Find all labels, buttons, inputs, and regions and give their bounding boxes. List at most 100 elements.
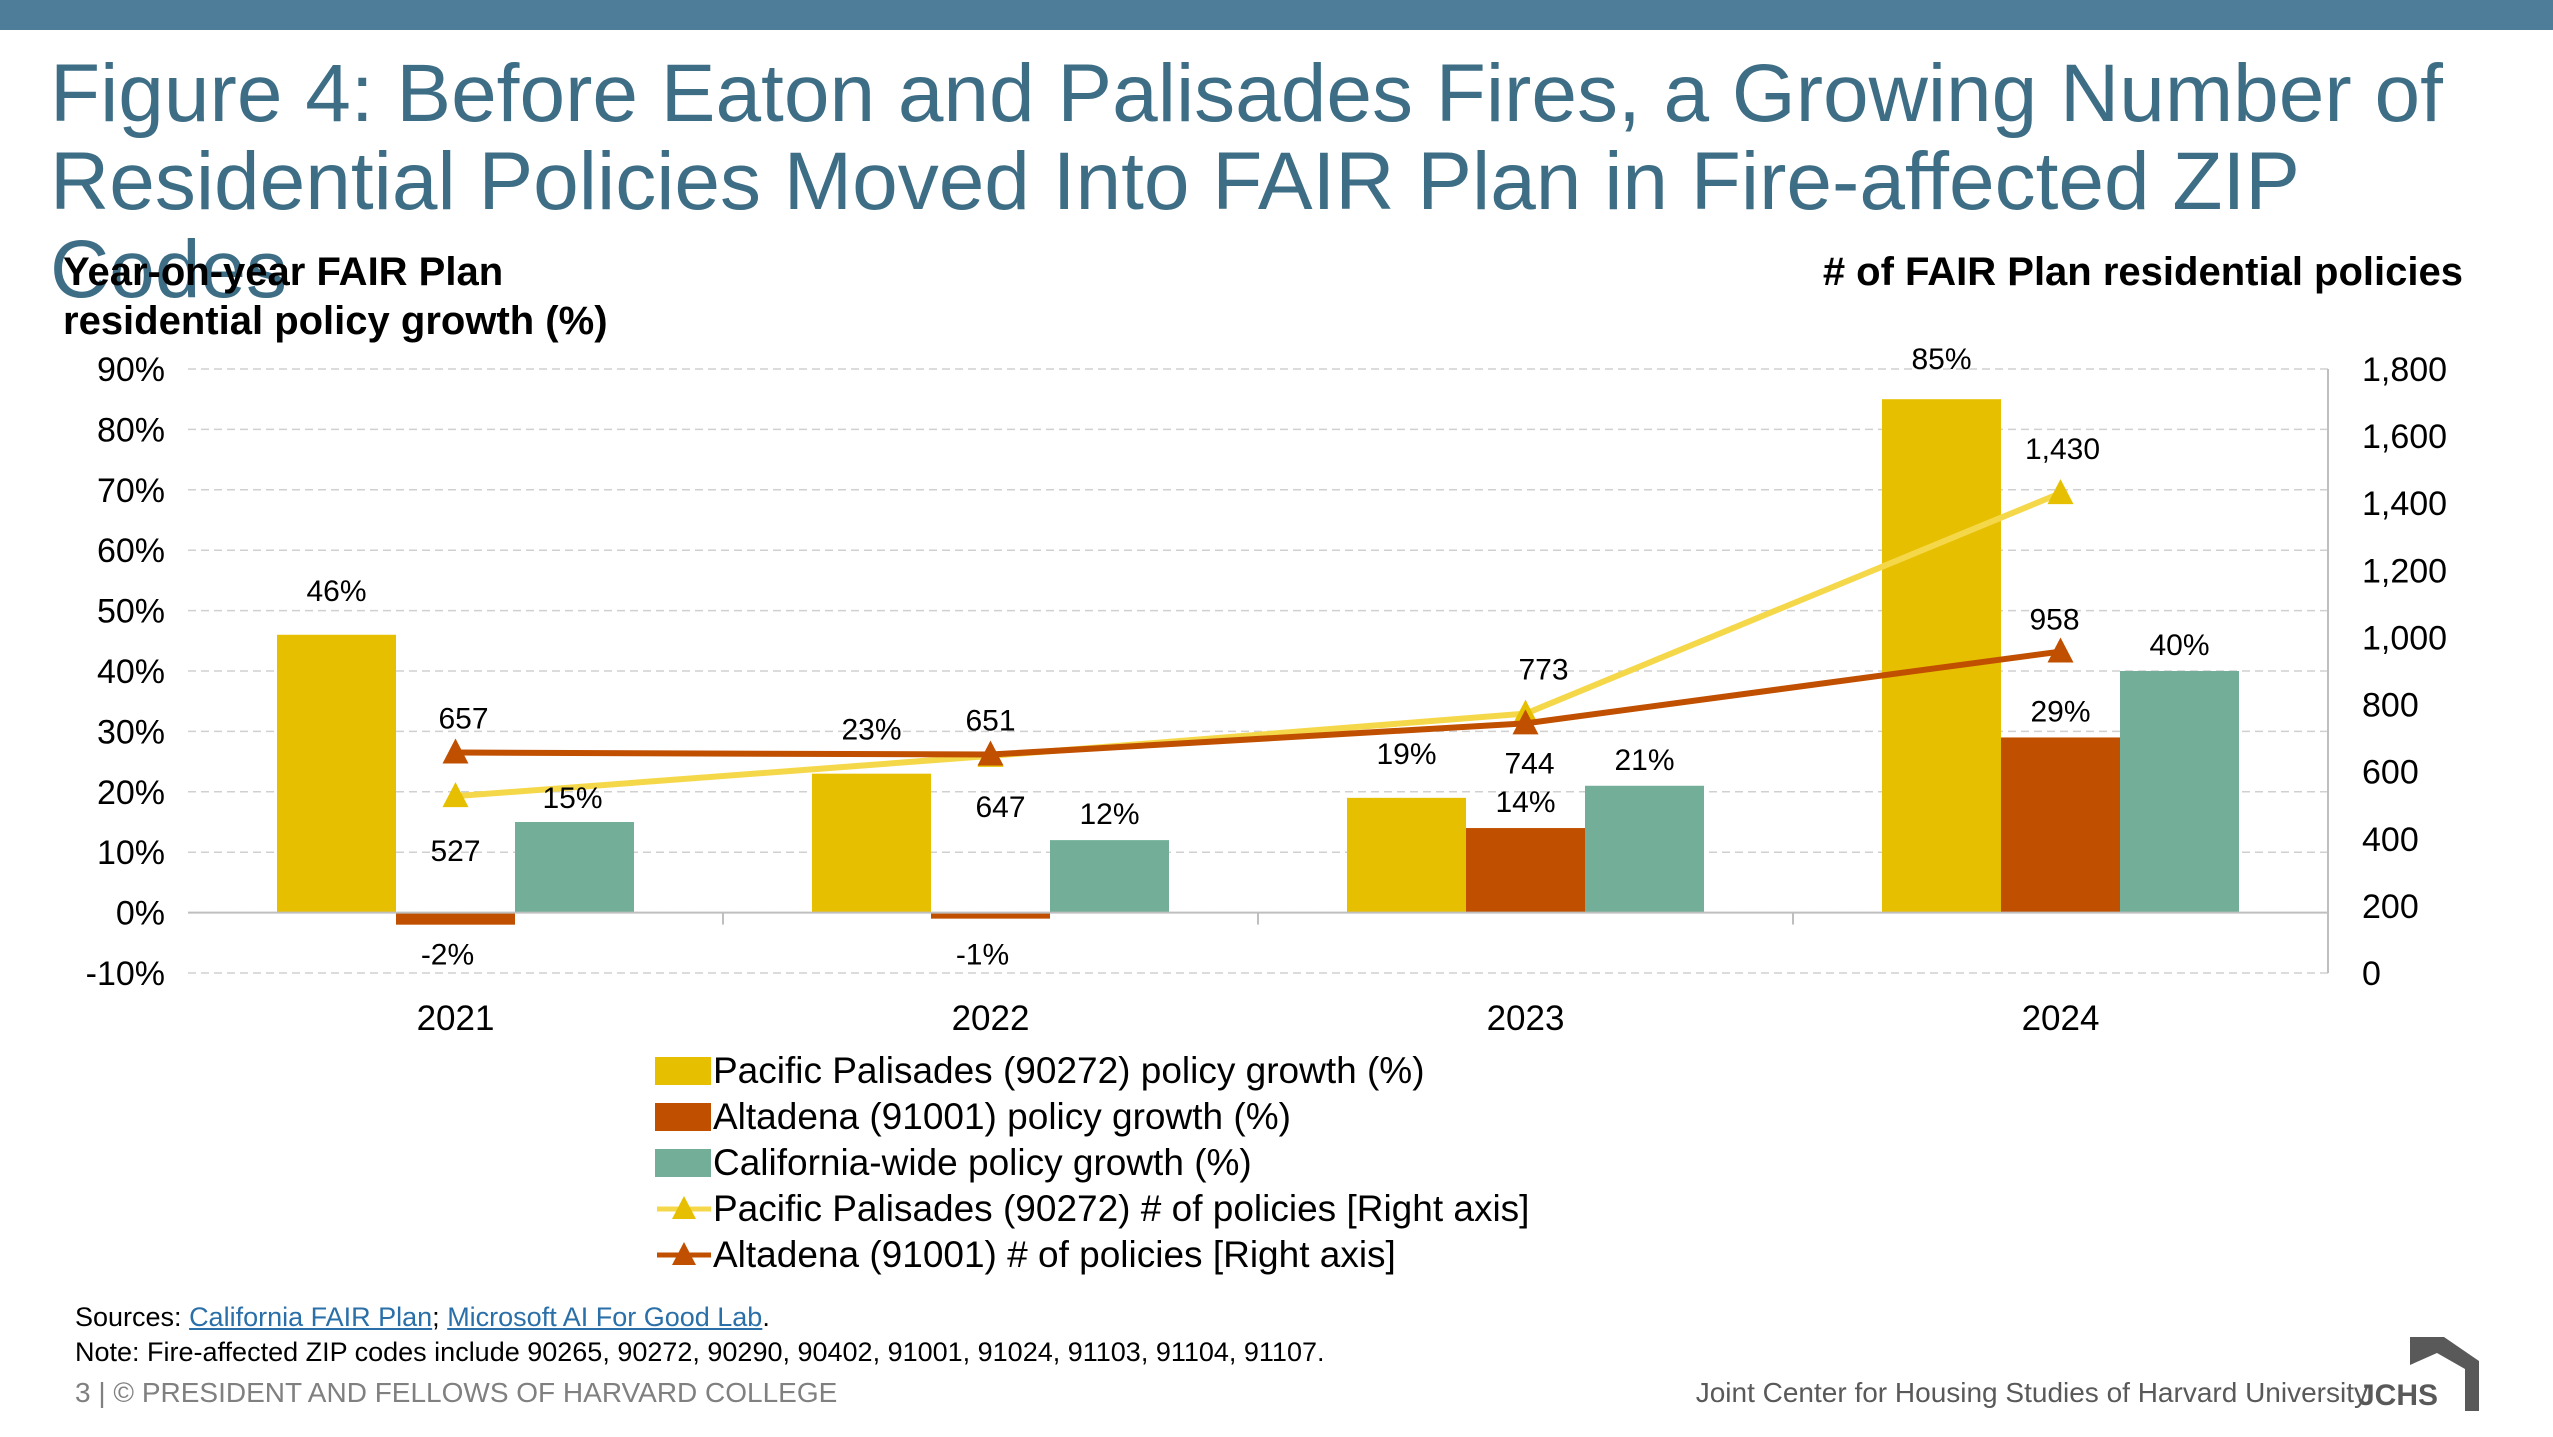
legend-item: Altadena (91001) policy growth (%): [655, 1094, 1529, 1140]
legend-label: California-wide policy growth (%): [713, 1142, 1252, 1183]
bar-value-label: 23%: [841, 714, 901, 747]
series-line: [455, 490, 2062, 800]
bar: [515, 822, 634, 913]
left-tick-label: 40%: [97, 653, 165, 691]
right-tick-label: 0: [2362, 955, 2381, 993]
bar-value-label: 19%: [1376, 738, 1436, 771]
bar: [2120, 671, 2239, 913]
bar: [1347, 797, 1466, 913]
footer-note: Note: Fire-affected ZIP codes include 90…: [75, 1337, 1325, 1367]
sources-suffix: .: [762, 1302, 770, 1332]
legend-item: Altadena (91001) # of policies [Right ax…: [655, 1232, 1529, 1278]
left-axis-title: Year-on-year FAIR Plan residential polic…: [63, 250, 608, 343]
source-link-microsoft[interactable]: Microsoft AI For Good Lab: [447, 1302, 763, 1332]
legend-label: Altadena (91001) # of policies [Right ax…: [713, 1234, 1396, 1275]
left-tick-label: 30%: [97, 713, 165, 751]
right-tick-label: 1,000: [2362, 619, 2447, 657]
bar-value-label: 15%: [542, 782, 602, 815]
line-value-label: 744: [1504, 747, 1554, 780]
bar-value-label: 21%: [1614, 744, 1674, 777]
right-tick-label: 400: [2362, 821, 2419, 859]
sources-separator: ;: [432, 1302, 448, 1332]
x-tick-label: 2022: [952, 999, 1030, 1038]
x-tick-label: 2024: [2022, 999, 2100, 1038]
legend-label: Altadena (91001) policy growth (%): [713, 1096, 1291, 1137]
jchs-logo-text: JCHS: [2358, 1379, 2438, 1411]
bar-value-label: 85%: [1911, 343, 1971, 376]
right-tick-label: 200: [2362, 888, 2419, 926]
left-tick-label: 60%: [97, 532, 165, 570]
bar: [931, 912, 1050, 919]
right-axis-title: # of FAIR Plan residential policies: [1822, 250, 2463, 294]
line-value-label: 1,430: [2025, 433, 2100, 466]
bar-value-label: -1%: [956, 939, 1009, 972]
left-tick-label: 70%: [97, 472, 165, 510]
line-value-label: 958: [2029, 604, 2079, 637]
bar: [277, 634, 396, 913]
bar: [812, 773, 931, 913]
bar: [1882, 399, 2001, 913]
legend-label: Pacific Palisades (90272) policy growth …: [713, 1050, 1425, 1091]
legend-swatch: [655, 1057, 711, 1085]
right-tick-label: 1,800: [2362, 351, 2447, 389]
triangle-marker: [977, 740, 1004, 766]
right-tick-label: 1,200: [2362, 552, 2447, 590]
left-tick-label: 50%: [97, 593, 165, 631]
line-value-label: 773: [1518, 654, 1568, 687]
line-value-label: 651: [965, 705, 1015, 738]
legend-item: California-wide policy growth (%): [655, 1140, 1529, 1186]
legend-item: Pacific Palisades (90272) # of policies …: [655, 1186, 1529, 1232]
header-bar: [0, 0, 2553, 30]
left-tick-label: 80%: [97, 411, 165, 449]
footer-copyright: 3 | © PRESIDENT AND FELLOWS OF HARVARD C…: [75, 1377, 838, 1408]
footer-organization: Joint Center for Housing Studies of Harv…: [1695, 1377, 2368, 1408]
legend: Pacific Palisades (90272) policy growth …: [655, 1048, 1529, 1278]
bars: [277, 399, 2239, 925]
line-value-label: 657: [438, 703, 488, 736]
triangle-marker: [1512, 709, 1539, 735]
bar: [2001, 737, 2120, 913]
x-tick-label: 2021: [417, 999, 495, 1038]
bar-value-label: 14%: [1495, 786, 1555, 819]
axes: 90% 80% 70% 60% 50% 40% 30% 20% 10% 0% -10% 1,800 1,…: [86, 351, 2447, 1038]
bar-value-label: 12%: [1079, 798, 1139, 831]
bar-value-label: 40%: [2149, 629, 2209, 662]
legend-line-marker: [657, 1196, 711, 1219]
triangle-marker: [2047, 479, 2074, 505]
combo-chart: 90% 80% 70% 60% 50% 40% 30% 20% 10% 0% -10% 1,800 1,…: [86, 343, 2447, 1038]
lines: [442, 479, 2074, 808]
bar-value-label: 29%: [2030, 695, 2090, 728]
right-tick-label: 1,400: [2362, 485, 2447, 523]
left-tick-label: 20%: [97, 774, 165, 812]
sources-line: Sources: California FAIR Plan; Microsoft…: [75, 1302, 770, 1333]
right-tick-label: 600: [2362, 754, 2419, 792]
bar-value-label: -2%: [421, 939, 474, 972]
left-tick-label: -10%: [86, 955, 165, 993]
jchs-logo: JCHS: [2358, 1337, 2479, 1411]
left-tick-label: 10%: [97, 834, 165, 872]
legend-swatch: [655, 1103, 711, 1131]
bar: [1585, 785, 1704, 913]
bar: [1466, 828, 1585, 913]
bar-value-label: 46%: [306, 575, 366, 608]
legend-line-marker: [657, 1242, 711, 1265]
right-tick-label: 1,600: [2362, 418, 2447, 456]
legend-item: Pacific Palisades (90272) policy growth …: [655, 1048, 1529, 1094]
source-link-fair-plan[interactable]: California FAIR Plan: [189, 1302, 433, 1332]
x-tick-label: 2023: [1487, 999, 1565, 1038]
left-tick-label: 90%: [97, 351, 165, 389]
bar: [396, 912, 515, 925]
triangle-marker: [2047, 637, 2074, 663]
triangle-marker: [442, 782, 469, 808]
triangle-marker: [442, 738, 469, 764]
line-value-label: 647: [975, 791, 1025, 824]
slide-title: Figure 4: Before Eaton and Palisades Fir…: [50, 48, 2443, 315]
left-tick-label: 0%: [116, 895, 165, 933]
legend-swatch: [655, 1149, 711, 1177]
sources-prefix: Sources:: [75, 1302, 190, 1332]
series-line: [455, 648, 2061, 758]
right-tick-label: 800: [2362, 687, 2419, 725]
legend-label: Pacific Palisades (90272) # of policies …: [713, 1188, 1530, 1229]
data-labels: 46% 23% 19% 85% -2% -1% 14% 29% 15% 12% 21% 40% 527 6…: [306, 343, 2209, 971]
bar: [1050, 840, 1169, 913]
